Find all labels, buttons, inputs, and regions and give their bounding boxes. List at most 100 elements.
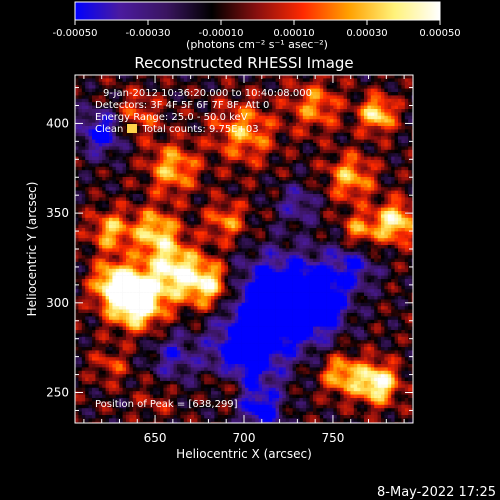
heatmap-cell	[391, 129, 395, 134]
colorbar-tick-label: 0.00010	[273, 28, 314, 39]
heatmap-cell	[81, 163, 86, 168]
heatmap-cell	[109, 187, 113, 191]
heatmap-cell	[241, 75, 246, 79]
heatmap-cell	[109, 136, 113, 140]
heatmap-cell	[102, 234, 106, 239]
heatmap-cell	[408, 160, 412, 164]
heatmap-cell	[282, 211, 287, 215]
heatmap-cell	[143, 234, 147, 239]
heatmap-cell	[132, 187, 137, 191]
heatmap-cell	[190, 217, 195, 222]
heatmap-cell	[268, 224, 273, 229]
heatmap-cell	[268, 95, 273, 100]
heatmap-cell	[377, 136, 382, 140]
heatmap-cell	[180, 85, 185, 89]
heatmap-cell	[211, 221, 215, 225]
heatmap-cell	[173, 200, 178, 205]
heatmap-cell	[319, 78, 324, 83]
heatmap-cell	[370, 180, 375, 185]
heatmap-cell	[313, 190, 317, 195]
heatmap-cell	[98, 85, 103, 89]
heatmap-cell	[258, 81, 263, 86]
heatmap-cell	[105, 98, 110, 103]
heatmap-cell	[234, 136, 239, 140]
heatmap-cell	[204, 81, 208, 86]
heatmap-cell	[302, 149, 307, 154]
heatmap-cell	[333, 81, 338, 86]
heatmap-cell	[275, 149, 280, 154]
heatmap-cell	[251, 129, 256, 134]
heatmap-cell	[214, 122, 219, 127]
heatmap-cell	[187, 92, 191, 96]
heatmap-cell	[309, 241, 314, 246]
heatmap-cell	[347, 156, 351, 161]
heatmap-cell	[136, 207, 140, 212]
heatmap-cell	[98, 180, 103, 185]
heatmap-cell	[85, 95, 89, 100]
heatmap-cell	[119, 122, 123, 127]
heatmap-cell	[75, 85, 79, 89]
heatmap-cell	[194, 129, 198, 134]
heatmap-cell	[319, 81, 324, 86]
heatmap-cell	[258, 115, 263, 120]
heatmap-cell	[272, 119, 276, 123]
heatmap-cell	[357, 109, 361, 113]
heatmap-cell	[81, 180, 86, 185]
heatmap-cell	[401, 204, 406, 208]
heatmap-cell	[309, 183, 314, 188]
heatmap-cell	[306, 85, 310, 89]
heatmap-cell	[143, 177, 147, 181]
heatmap-cell	[387, 109, 392, 113]
heatmap-cell	[241, 98, 246, 103]
heatmap-cell	[282, 197, 287, 202]
heatmap-cell	[370, 214, 375, 219]
heatmap-cell	[139, 224, 144, 229]
heatmap-cell	[88, 224, 93, 229]
heatmap-cell	[187, 122, 191, 127]
heatmap-cell	[170, 81, 174, 86]
heatmap-cell	[282, 102, 287, 106]
heatmap-cell	[238, 177, 242, 181]
heatmap-cell	[330, 109, 334, 113]
heatmap-cell	[173, 136, 178, 140]
heatmap-cell	[163, 143, 168, 147]
heatmap-cell	[319, 207, 324, 212]
heatmap-cell	[268, 190, 273, 195]
heatmap-cell	[285, 153, 290, 157]
heatmap-cell	[221, 88, 225, 93]
heatmap-cell	[289, 224, 293, 229]
heatmap-cell	[156, 238, 161, 242]
heatmap-cell	[350, 211, 355, 215]
heatmap-cell	[265, 122, 270, 127]
heatmap-cell	[115, 136, 120, 140]
heatmap-cell	[343, 88, 348, 93]
heatmap-cell	[336, 207, 341, 212]
heatmap-cell	[333, 122, 338, 127]
heatmap-cell	[163, 122, 168, 127]
heatmap-cell	[333, 221, 338, 225]
heatmap-cell	[357, 153, 361, 157]
heatmap-cell	[194, 146, 198, 151]
heatmap-cell	[136, 143, 140, 147]
heatmap-cell	[289, 149, 293, 154]
heatmap-cell	[398, 187, 402, 191]
heatmap-cell	[149, 78, 154, 83]
heatmap-cell	[231, 139, 236, 144]
heatmap-cell	[149, 190, 154, 195]
heatmap-cell	[262, 129, 266, 134]
heatmap-cell	[391, 115, 395, 120]
heatmap-cell	[102, 241, 106, 246]
heatmap-cell	[319, 88, 324, 93]
heatmap-cell	[231, 126, 236, 130]
heatmap-cell	[313, 211, 317, 215]
heatmap-cell	[194, 112, 198, 117]
heatmap-cell	[319, 187, 324, 191]
heatmap-cell	[333, 180, 338, 185]
heatmap-cell	[214, 156, 219, 161]
heatmap-cell	[384, 109, 389, 113]
heatmap-cell	[364, 98, 368, 103]
heatmap-cell	[387, 194, 392, 198]
heatmap-cell	[360, 224, 365, 229]
heatmap-cell	[309, 207, 314, 212]
heatmap-cell	[333, 200, 338, 205]
